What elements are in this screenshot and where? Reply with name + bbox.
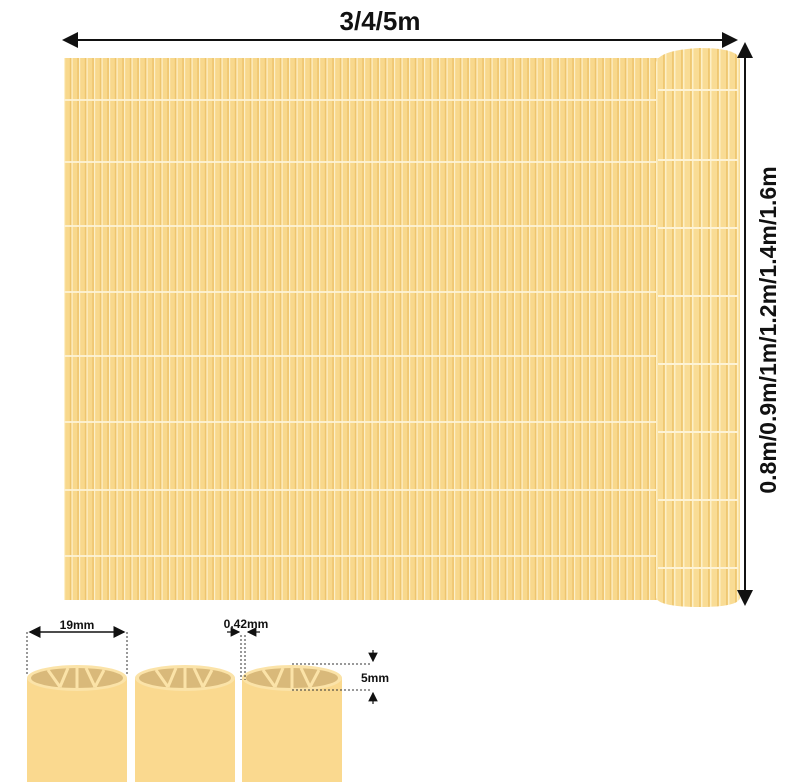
diameter-dimension [26,626,128,676]
height-label: 0.8m/0.9m/1m/1.2m/1.4m/1.6m [755,166,781,493]
diameter-label: 19mm [60,618,95,632]
tube-3 [242,665,342,782]
length-label: 3/4/5m [340,6,421,36]
depth-label: 5mm [361,671,389,685]
gap-dimension [227,627,260,680]
depth-dimension [292,650,378,704]
tube-2 [135,665,235,782]
fence-roll [656,48,740,607]
tube-1 [27,665,127,782]
slat-cross-sections [27,665,342,782]
gap-label: 0.42mm [224,617,269,631]
fence-panel [64,58,660,600]
